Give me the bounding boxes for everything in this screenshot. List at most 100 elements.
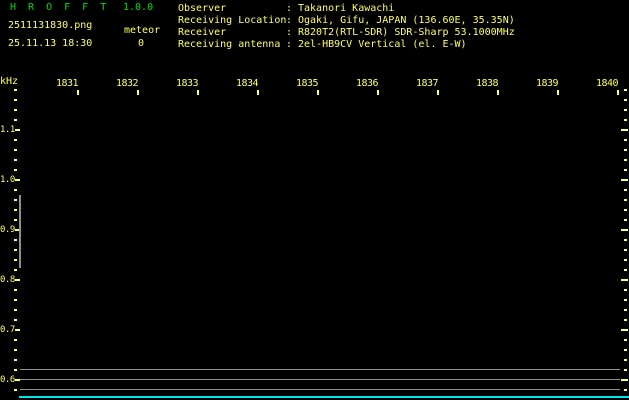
- x-axis-tick-label: 1836: [356, 78, 379, 89]
- y-axis-minor-tick-right: [624, 199, 627, 201]
- y-axis-minor-tick-right: [624, 349, 627, 351]
- y-axis-major-tick-right: [621, 379, 628, 381]
- x-axis-tick-label: 1833: [176, 78, 199, 89]
- y-axis-minor-tick-right: [624, 119, 627, 121]
- y-axis-minor-tick-left: [14, 369, 17, 371]
- info-value: Takanori Kawachi: [298, 3, 395, 14]
- y-axis-minor-tick-left: [14, 109, 17, 111]
- y-axis-minor-tick-right: [624, 299, 627, 301]
- y-axis-minor-tick-left: [14, 339, 17, 341]
- x-axis-tick-label: 1835: [296, 78, 319, 89]
- y-axis-major-tick-left: [15, 229, 20, 231]
- info-row-receiving-antenna: Receiving antenna : 2el-HB9CV Vertical (…: [178, 39, 515, 51]
- y-axis-minor-tick-left: [14, 189, 17, 191]
- y-axis-minor-tick-left: [14, 89, 17, 91]
- y-axis-major-tick-right: [621, 129, 628, 131]
- y-axis-minor-tick-left: [14, 259, 17, 261]
- y-axis-minor-tick-right: [624, 339, 627, 341]
- x-axis-tick-label: 1832: [116, 78, 139, 89]
- y-axis-minor-tick-left: [14, 269, 17, 271]
- x-axis-tick: [197, 90, 199, 95]
- y-axis-tick-label: 0.8: [0, 275, 15, 285]
- y-axis-minor-tick-right: [624, 359, 627, 361]
- y-axis-minor-tick-left: [14, 249, 17, 251]
- y-axis-minor-tick-right: [624, 249, 627, 251]
- y-axis-major-tick-left: [15, 379, 20, 381]
- info-value: R820T2(RTL-SDR) SDR-Sharp 53.1000MHz: [298, 27, 515, 38]
- y-axis-major-tick-left: [15, 279, 20, 281]
- info-separator: :: [286, 3, 293, 14]
- y-axis-minor-tick-left: [14, 219, 17, 221]
- info-label: Receiver: [178, 27, 227, 38]
- y-axis-minor-tick-left: [14, 309, 17, 311]
- y-axis-minor-tick-right: [624, 209, 627, 211]
- info-row-receiver: Receiver : R820T2(RTL-SDR) SDR-Sharp 53.…: [178, 27, 515, 39]
- y-axis-minor-tick-left: [14, 119, 17, 121]
- y-axis-major-tick-left: [15, 129, 20, 131]
- echo-count: 0: [138, 38, 145, 49]
- y-axis-major-tick-right: [621, 179, 628, 181]
- y-axis-minor-tick-right: [624, 289, 627, 291]
- y-axis-unit-label: kHz: [0, 76, 19, 87]
- info-label: Observer: [178, 3, 227, 14]
- info-row-receiving-location: Receiving Location : Ogaki, Gifu, JAPAN …: [178, 15, 515, 27]
- x-axis-tick: [77, 90, 79, 95]
- info-label: Receiving antenna: [178, 39, 281, 50]
- baseline: [19, 396, 629, 398]
- y-axis-minor-tick-left: [14, 139, 17, 141]
- x-axis-tick: [137, 90, 139, 95]
- y-axis-minor-tick-right: [624, 109, 627, 111]
- y-axis-minor-tick-left: [14, 389, 17, 391]
- start-marker-column: [19, 195, 21, 268]
- x-axis-tick-label: 1837: [416, 78, 439, 89]
- y-axis-major-tick-right: [621, 329, 628, 331]
- noise-floor-line: [20, 369, 620, 371]
- info-separator: :: [286, 39, 293, 50]
- y-axis-minor-tick-right: [624, 99, 627, 101]
- x-axis-tick: [437, 90, 439, 95]
- y-axis-major-tick-right: [621, 279, 628, 281]
- y-axis-tick-label: 0.6: [0, 375, 15, 385]
- x-axis-tick-label: 1840: [596, 78, 619, 89]
- y-axis-minor-tick-right: [624, 159, 627, 161]
- y-axis-minor-tick-right: [624, 319, 627, 321]
- x-axis-tick: [617, 90, 619, 95]
- y-axis-minor-tick-left: [14, 99, 17, 101]
- y-axis-minor-tick-right: [624, 169, 627, 171]
- y-axis-minor-tick-left: [14, 149, 17, 151]
- x-axis-tick-label: 1831: [56, 78, 79, 89]
- y-axis-minor-tick-right: [624, 89, 627, 91]
- y-axis-minor-tick-right: [624, 149, 627, 151]
- y-axis-minor-tick-right: [624, 239, 627, 241]
- info-label: Receiving Location: [178, 15, 287, 26]
- x-axis-tick-label: 1838: [476, 78, 499, 89]
- output-filename: 2511131830.png: [8, 20, 93, 31]
- x-axis-tick: [257, 90, 259, 95]
- x-axis-tick: [317, 90, 319, 95]
- y-axis-minor-tick-right: [624, 139, 627, 141]
- y-axis-minor-tick-left: [14, 239, 17, 241]
- y-axis-major-tick-right: [621, 229, 628, 231]
- info-separator: :: [286, 27, 293, 38]
- noise-floor-line: [20, 389, 620, 391]
- y-axis-tick-label: 0.9: [0, 225, 15, 235]
- x-axis-tick-label: 1834: [236, 78, 259, 89]
- info-value: Ogaki, Gifu, JAPAN (136.60E, 35.35N): [298, 15, 515, 26]
- y-axis-minor-tick-left: [14, 199, 17, 201]
- y-axis-minor-tick-left: [14, 299, 17, 301]
- info-row-observer: Observer : Takanori Kawachi: [178, 3, 515, 15]
- y-axis-tick-label: 1.0: [0, 175, 15, 185]
- info-value: 2el-HB9CV Vertical (el. E-W): [298, 39, 467, 50]
- y-axis-minor-tick-right: [624, 259, 627, 261]
- y-axis-minor-tick-right: [624, 269, 627, 271]
- info-separator: :: [286, 15, 293, 26]
- y-axis-minor-tick-left: [14, 169, 17, 171]
- y-axis-minor-tick-left: [14, 159, 17, 161]
- y-axis-minor-tick-left: [14, 209, 17, 211]
- x-axis-tick: [377, 90, 379, 95]
- y-axis-major-tick-left: [15, 179, 20, 181]
- y-axis-minor-tick-right: [624, 309, 627, 311]
- y-axis-minor-tick-left: [14, 349, 17, 351]
- y-axis-tick-label: 0.7: [0, 325, 15, 335]
